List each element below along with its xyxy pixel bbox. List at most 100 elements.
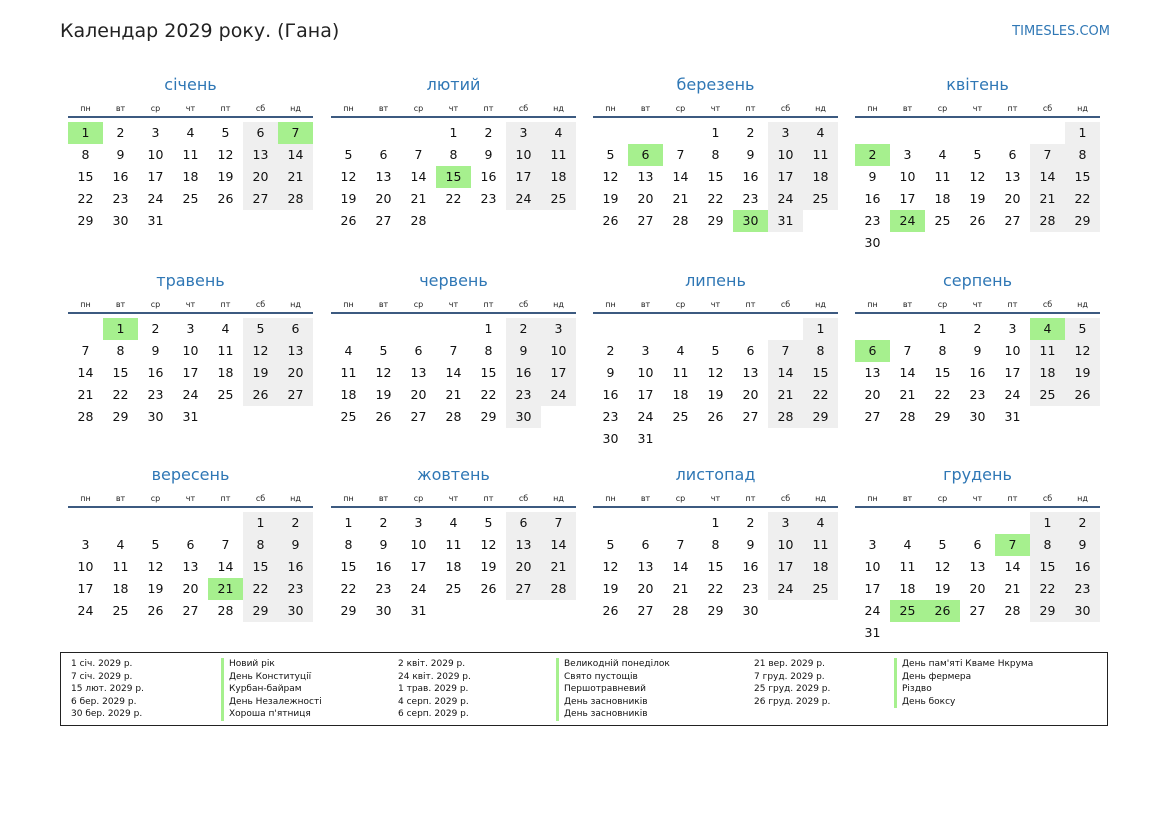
day-cell: 11 <box>934 169 951 184</box>
day-cell: 9 <box>746 147 755 162</box>
weeks: 1 2 3 4 5 6 7 8 9 10 11 12 13 14 15 16 17 18 19 20 21 22 23 24 2… <box>68 118 313 232</box>
day-cell: 17 <box>147 169 164 184</box>
holiday-date: 26 груд. 2029 р. <box>754 696 831 707</box>
day-cell: 7 <box>414 147 423 162</box>
empty-cell <box>768 428 803 450</box>
day-cell: 18 <box>803 166 838 188</box>
weekday-label: чт <box>448 104 459 113</box>
day-cell: 30 <box>147 409 164 424</box>
weekday-label: сб <box>518 300 529 309</box>
weekday-label: вт <box>640 300 651 309</box>
empty-cell <box>855 122 890 144</box>
day-cell: 15 <box>803 362 838 384</box>
day-cell: 15 <box>77 169 94 184</box>
empty-cell <box>890 622 925 644</box>
day-cell: 31 <box>864 625 881 640</box>
weekday-label: нд <box>290 494 301 503</box>
day-cell: 11 <box>672 365 689 380</box>
day-cell: 2 <box>151 321 160 336</box>
day-cell: 27 <box>243 188 278 210</box>
day-cell: 9 <box>606 365 615 380</box>
day-cell: 7 <box>541 512 576 534</box>
day-cell: 18 <box>899 581 916 596</box>
month-calendar: листопад пн вт ср чт пт сб нд 1 2 3 4 5 6 7 8 9 10 11 12 13 1… <box>593 464 838 622</box>
holiday-day-cell: 26 <box>925 600 960 622</box>
weekday-label: ср <box>413 300 424 309</box>
day-cell: 13 <box>506 534 541 556</box>
day-cell: 31 <box>1004 409 1021 424</box>
empty-cell <box>663 428 698 450</box>
day-cell: 22 <box>1065 188 1100 210</box>
day-cell: 23 <box>742 191 759 206</box>
day-cell: 29 <box>1030 600 1065 622</box>
day-cell: 15 <box>243 556 278 578</box>
day-cell: 31 <box>182 409 199 424</box>
day-cell: 3 <box>151 125 160 140</box>
week-row: 5 6 7 8 9 10 11 <box>331 144 576 166</box>
weekday-label: сб <box>1042 300 1053 309</box>
day-cell: 13 <box>969 559 986 574</box>
day-cell: 31 <box>410 603 427 618</box>
day-cell: 31 <box>147 213 164 228</box>
day-cell: 10 <box>506 144 541 166</box>
day-cell: 9 <box>868 169 877 184</box>
day-cell: 5 <box>379 343 388 358</box>
month-calendar: лютий пн вт ср чт пт сб нд 1 2 3 4 5 6 7 8 9 10 11 12 13 14 15… <box>331 74 576 232</box>
holiday-day-cell: 25 <box>890 600 925 622</box>
week-row: 29 30 31 <box>331 600 576 622</box>
day-cell: 23 <box>602 409 619 424</box>
weekday-header: пн вт ср чт пт сб нд <box>855 492 1100 508</box>
day-cell: 15 <box>1030 556 1065 578</box>
day-cell: 23 <box>278 578 313 600</box>
day-cell: 4 <box>221 321 230 336</box>
day-cell: 19 <box>147 581 164 596</box>
empty-cell <box>925 122 960 144</box>
day-cell: 13 <box>243 144 278 166</box>
day-cell: 2 <box>1065 512 1100 534</box>
week-row: 16 17 18 19 20 21 22 <box>593 384 838 406</box>
day-cell: 28 <box>672 603 689 618</box>
day-cell: 26 <box>602 213 619 228</box>
holiday-date: 7 груд. 2029 р. <box>754 671 825 682</box>
day-cell: 21 <box>541 556 576 578</box>
day-cell: 2 <box>278 512 313 534</box>
holiday-name: Першотравневий <box>564 684 646 695</box>
day-cell: 26 <box>147 603 164 618</box>
day-cell: 8 <box>1065 144 1100 166</box>
day-cell: 14 <box>672 169 689 184</box>
day-cell: 22 <box>243 578 278 600</box>
week-row: 25 26 27 28 29 30 <box>331 406 576 428</box>
day-cell: 3 <box>768 512 803 534</box>
day-cell: 25 <box>672 409 689 424</box>
day-cell: 20 <box>969 581 986 596</box>
week-row: 8 9 10 11 12 13 14 <box>331 534 576 556</box>
month-name: вересень <box>151 465 230 484</box>
weekday-label: ср <box>937 494 948 503</box>
day-cell: 10 <box>768 534 803 556</box>
week-row: 8 9 10 11 12 13 14 <box>68 144 313 166</box>
weeks: 1 2 3 4 5 6 7 8 9 10 11 12 13 14 15 16 17 18 19 20 21 22 23 24 2… <box>593 314 838 450</box>
week-row: 15 16 17 18 19 20 21 <box>68 166 313 188</box>
day-cell: 1 <box>938 321 947 336</box>
empty-cell <box>855 318 890 340</box>
day-cell: 5 <box>711 343 720 358</box>
day-cell: 16 <box>147 365 164 380</box>
weekday-header: пн вт ср чт пт сб нд <box>855 298 1100 314</box>
day-cell: 17 <box>768 166 803 188</box>
day-cell: 17 <box>637 387 654 402</box>
month-calendar: серпень пн вт ср чт пт сб нд 1 2 3 4 5 6 7 8 9 10 11 12 13 14… <box>855 270 1100 428</box>
day-cell: 11 <box>217 343 234 358</box>
weekday-header: пн вт ср чт пт сб нд <box>331 102 576 118</box>
day-cell: 26 <box>243 384 278 406</box>
weekday-label: чт <box>448 300 459 309</box>
weeks: 1 2 3 4 5 6 7 8 9 10 11 12 13 14 15 16 17 18 19 20 21 22 23 24 2… <box>331 314 576 428</box>
day-cell: 17 <box>864 581 881 596</box>
day-cell: 3 <box>541 318 576 340</box>
day-cell: 24 <box>541 384 576 406</box>
empty-cell <box>103 512 138 534</box>
site-link[interactable]: TIMESLES.COM <box>1012 24 1110 39</box>
empty-cell <box>995 122 1030 144</box>
weekday-label: пт <box>745 494 756 503</box>
weekday-label: чт <box>710 494 721 503</box>
